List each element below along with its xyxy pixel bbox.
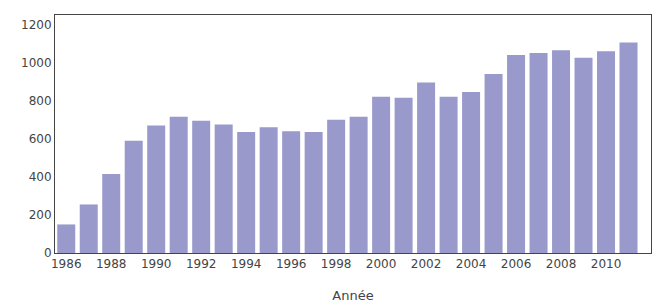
svg-text:400: 400 xyxy=(29,170,52,184)
svg-text:1988: 1988 xyxy=(96,257,127,271)
svg-text:2010: 2010 xyxy=(591,257,622,271)
svg-text:2002: 2002 xyxy=(411,257,442,271)
svg-text:2000: 2000 xyxy=(366,257,397,271)
svg-text:0: 0 xyxy=(44,246,52,260)
svg-text:1200: 1200 xyxy=(21,18,52,32)
svg-text:1992: 1992 xyxy=(186,257,217,271)
svg-text:1986: 1986 xyxy=(51,257,82,271)
svg-text:800: 800 xyxy=(29,94,52,108)
svg-text:1996: 1996 xyxy=(276,257,307,271)
svg-text:2006: 2006 xyxy=(501,257,532,271)
svg-text:200: 200 xyxy=(29,208,52,222)
svg-text:2004: 2004 xyxy=(456,257,487,271)
svg-text:1998: 1998 xyxy=(321,257,352,271)
svg-text:Année: Année xyxy=(332,288,373,303)
svg-text:600: 600 xyxy=(29,132,52,146)
svg-text:1994: 1994 xyxy=(231,257,262,271)
svg-text:2008: 2008 xyxy=(546,257,577,271)
svg-text:1990: 1990 xyxy=(141,257,172,271)
svg-text:1000: 1000 xyxy=(21,56,52,70)
